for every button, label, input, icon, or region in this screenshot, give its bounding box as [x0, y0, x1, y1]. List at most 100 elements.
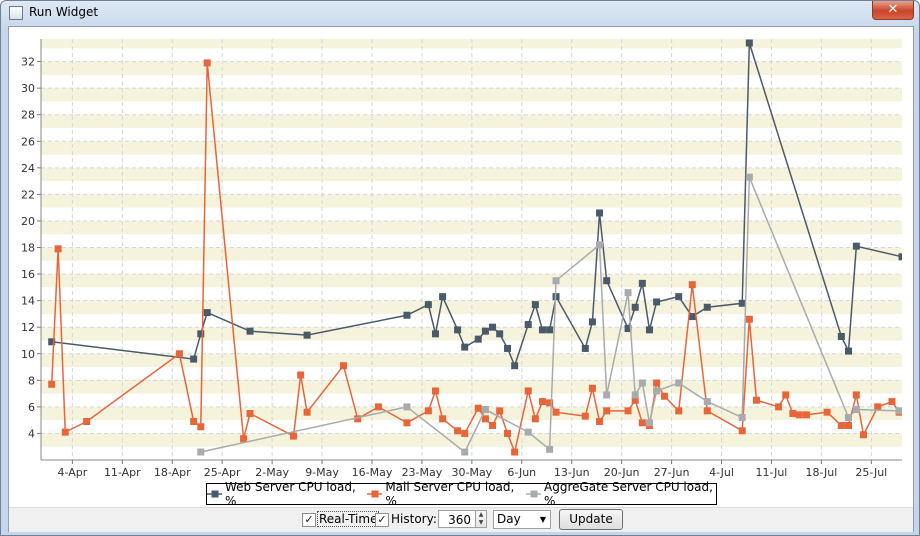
y-tick-label: 10 — [21, 348, 35, 361]
legend: Web Server CPU load, % Mail Server CPU lo… — [206, 480, 717, 508]
data-point — [837, 332, 845, 340]
y-tick-label: 16 — [21, 268, 35, 281]
history-spinner[interactable]: ▲ ▼ — [475, 510, 487, 528]
data-point — [403, 311, 411, 319]
data-point — [504, 429, 512, 437]
history-input[interactable]: 360 — [438, 510, 476, 528]
data-point — [197, 448, 205, 456]
data-point — [424, 407, 432, 415]
data-point — [624, 325, 632, 333]
plot-band — [41, 114, 902, 128]
data-point — [431, 330, 439, 338]
data-point — [431, 387, 439, 395]
x-tick-label: 16-May — [352, 466, 393, 479]
data-point — [844, 421, 852, 429]
x-tick-label: 11-Apr — [104, 466, 141, 479]
legend-marker — [371, 490, 379, 498]
data-point — [511, 448, 519, 456]
x-tick-label: 25-Jul — [855, 466, 887, 479]
data-point — [738, 299, 746, 307]
data-point — [581, 412, 589, 420]
plot-band — [41, 353, 902, 368]
data-point — [603, 391, 611, 399]
y-tick-label: 18 — [21, 242, 35, 255]
data-point — [675, 379, 683, 387]
data-point — [852, 242, 860, 250]
legend-item: AggreGate Server CPU load, % — [526, 480, 716, 508]
data-point — [54, 245, 62, 253]
y-tick-label: 8 — [28, 374, 35, 387]
y-tick-label: 30 — [21, 82, 35, 95]
x-tick-label: 2-May — [255, 466, 289, 479]
data-point — [653, 387, 661, 395]
data-point — [546, 326, 554, 334]
realtime-label[interactable]: Real-Time — [317, 511, 380, 527]
data-point — [246, 327, 254, 335]
data-point — [203, 309, 211, 317]
data-point — [638, 379, 646, 387]
data-point — [802, 411, 810, 419]
data-point — [439, 415, 447, 423]
x-tick-label: 18-Apr — [154, 466, 191, 479]
data-point — [374, 403, 382, 411]
data-point — [461, 343, 469, 351]
x-tick-label: 23-May — [402, 466, 443, 479]
data-point — [789, 410, 797, 418]
x-tick-label: 18-Jul — [805, 466, 837, 479]
legend-label: Web Server CPU load, % — [224, 480, 356, 508]
y-tick-label: 32 — [21, 56, 35, 69]
y-tick-label: 26 — [21, 135, 35, 148]
data-point — [745, 173, 753, 181]
axes: 4 6 8 10 12 14 16 18 20 22 24 26 28 30 32 4-Apr 11-Apr 18… — [21, 39, 902, 479]
data-point — [603, 277, 611, 285]
data-point — [48, 380, 56, 388]
data-point — [496, 330, 504, 338]
data-point — [531, 301, 539, 309]
data-point — [631, 396, 639, 404]
realtime-checkbox[interactable]: ✓ — [302, 513, 316, 527]
data-point — [660, 392, 668, 400]
legend-marker — [530, 490, 538, 498]
x-tick-label: 20-Jun — [604, 466, 640, 479]
widget-content: 4 6 8 10 12 14 16 18 20 22 24 26 28 30 32 4-Apr 11-Apr 18… — [8, 26, 914, 532]
data-point — [638, 419, 646, 427]
history-checkbox[interactable]: ✓ — [375, 513, 389, 527]
data-point — [197, 423, 205, 431]
data-point — [552, 408, 560, 416]
data-point — [688, 281, 696, 289]
control-bar: ✓ Real-Time ✓ History: 360 ▲ ▼ Day ▼ Updat… — [9, 507, 913, 532]
data-point — [852, 406, 860, 414]
plot-band — [41, 39, 902, 49]
data-point — [596, 417, 604, 425]
data-point — [474, 335, 482, 343]
data-point — [531, 415, 539, 423]
period-select[interactable]: Day ▼ — [493, 510, 551, 529]
data-point — [675, 293, 683, 301]
data-point — [852, 391, 860, 399]
data-point — [775, 403, 783, 411]
data-point — [524, 428, 532, 436]
data-point — [631, 391, 639, 399]
data-point — [552, 277, 560, 285]
data-point — [898, 253, 902, 261]
x-tick-label: 4-Apr — [58, 466, 88, 479]
x-tick-label: 25-Apr — [204, 466, 241, 479]
legend-swatch — [367, 490, 383, 498]
y-tick-label: 28 — [21, 109, 35, 122]
plot-band — [41, 380, 902, 394]
data-point — [874, 403, 882, 411]
data-point — [481, 406, 489, 414]
data-point — [653, 379, 661, 387]
close-button[interactable]: ✕ — [872, 1, 914, 20]
title-bar: Run Widget ✕ — [1, 1, 919, 25]
data-point — [837, 421, 845, 429]
data-point — [745, 39, 753, 47]
data-point — [703, 303, 711, 311]
update-button[interactable]: Update — [559, 509, 623, 530]
window-icon — [9, 6, 23, 20]
data-point — [645, 326, 653, 334]
data-point — [61, 428, 69, 436]
data-point — [439, 293, 447, 301]
data-point — [782, 391, 790, 399]
